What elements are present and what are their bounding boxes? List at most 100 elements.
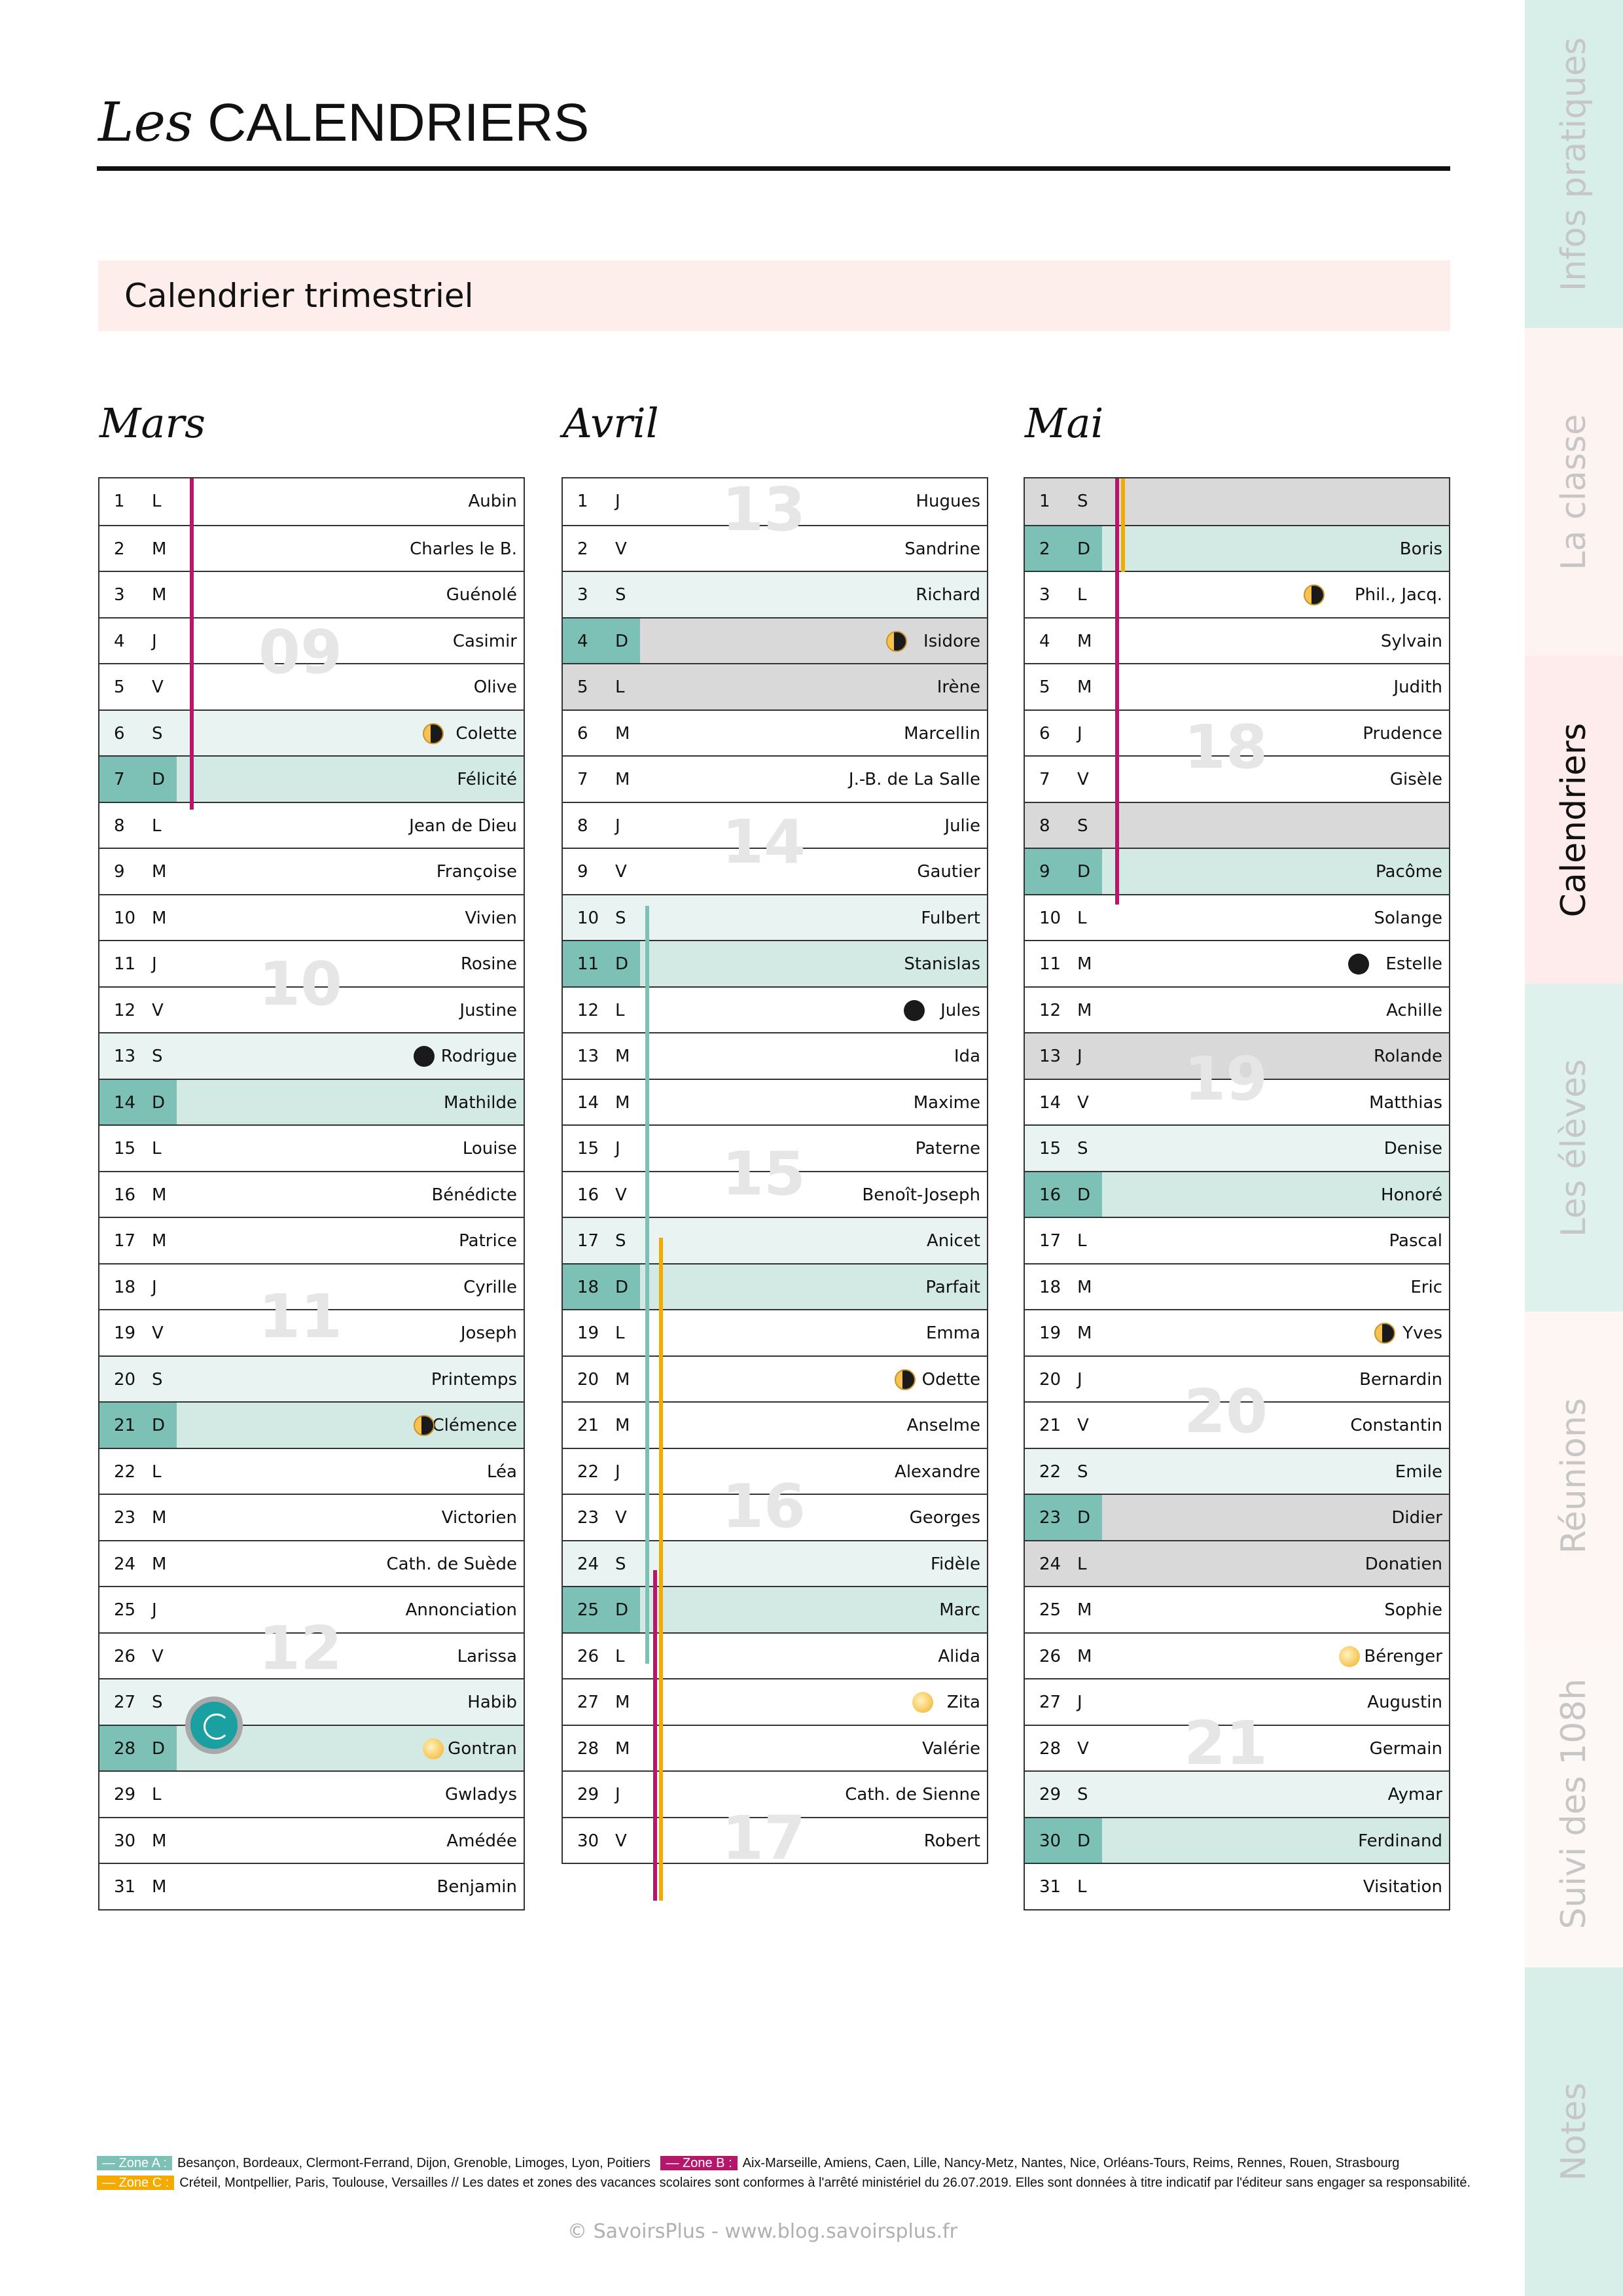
weekday-letter: L — [152, 492, 162, 511]
day-row: 22 S Emile — [1025, 1447, 1449, 1494]
sidebar-tab-label: Infos pratiques — [1554, 37, 1594, 291]
weekday-letter: M — [1077, 631, 1092, 651]
saint-name: Jules — [940, 1000, 980, 1020]
day-row: 13 J Rolande — [1025, 1032, 1449, 1079]
sidebar-tab-notes[interactable]: Notes — [1525, 1967, 1623, 2296]
day-row: 6 J Prudence — [1025, 709, 1449, 755]
day-number-cell — [1025, 1449, 1102, 1494]
saint-name: Prudence — [1363, 723, 1442, 744]
month-title-avril: Avril — [563, 399, 659, 447]
clock-change-icon — [185, 1696, 243, 1754]
day-number-cell — [563, 988, 640, 1033]
week-number: 21 — [1184, 1708, 1268, 1778]
saint-name: Emma — [925, 1323, 980, 1343]
sidebar-tab-suivi-des-108h[interactable]: Suivi des 108h — [1525, 1640, 1623, 1967]
day-number-cell — [1025, 1080, 1102, 1125]
day-row: 28 D Gontran — [99, 1724, 524, 1770]
sidebar-tab-la-classe[interactable]: La classe — [1525, 328, 1623, 656]
weekday-letter: M — [615, 723, 630, 744]
saint-name: Aubin — [468, 492, 517, 511]
weekday-letter: D — [152, 1416, 166, 1435]
day-number: 11 — [1039, 954, 1061, 974]
day-row: 15 S Denise — [1025, 1124, 1449, 1171]
day-number: 19 — [114, 1323, 136, 1343]
weekday-letter: V — [615, 539, 627, 559]
weekday-letter: V — [152, 1323, 164, 1343]
weekday-letter: L — [615, 677, 625, 697]
new-moon-icon — [1347, 954, 1369, 975]
saint-name: Benoît-Joseph — [862, 1185, 980, 1205]
day-number: 19 — [1039, 1323, 1061, 1343]
sidebar-tab-infos-pratiques[interactable]: Infos pratiques — [1525, 0, 1623, 328]
day-number-cell — [99, 1079, 177, 1124]
weekday-letter: V — [152, 677, 164, 697]
day-number: 27 — [577, 1693, 599, 1712]
day-number: 27 — [114, 1693, 136, 1712]
weekday-letter: M — [615, 1416, 630, 1435]
day-row: 11 J Rosine — [99, 940, 524, 986]
saint-name: Stanislas — [904, 954, 980, 974]
day-row: 2 V Sandrine — [563, 524, 987, 571]
sidebar-tab-calendriers[interactable]: Calendriers — [1525, 656, 1623, 984]
day-row: 1 L Aubin — [99, 478, 524, 525]
day-number-cell — [99, 478, 177, 525]
weekday-letter: M — [152, 908, 167, 928]
weekday-letter: J — [615, 1785, 620, 1804]
day-row: 8 J Julie — [563, 801, 987, 848]
day-number: 1 — [114, 492, 125, 511]
month-table: 1 L Aubin 2 M Charles le B. 3 M Guénolé 4 J Casimir… — [98, 477, 525, 1910]
day-number: 22 — [1039, 1462, 1061, 1482]
day-number-cell — [563, 1126, 640, 1171]
week-number: 19 — [1184, 1044, 1268, 1114]
day-row: 29 L Gwladys — [99, 1770, 524, 1817]
day-number-cell — [99, 941, 177, 986]
weekday-letter: M — [1077, 954, 1092, 974]
day-row: 12 V Justine — [99, 986, 524, 1032]
weekday-letter: M — [615, 1369, 630, 1390]
day-row: 23 V Georges — [563, 1494, 987, 1540]
saint-name: Victorien — [441, 1508, 517, 1528]
saint-name: Printemps — [431, 1369, 517, 1390]
first-moon-icon — [414, 1415, 435, 1436]
day-number: 8 — [1039, 816, 1050, 836]
day-number-cell — [99, 1126, 177, 1171]
day-number: 2 — [1039, 539, 1050, 559]
day-number-cell — [563, 1264, 640, 1309]
zone-legend: — Zone A : Besançon, Bordeaux, Clermont-F… — [97, 2153, 1471, 2193]
day-number-cell — [1025, 1218, 1102, 1263]
day-row: 15 L Louise — [99, 1124, 524, 1171]
saint-name: Guénolé — [446, 585, 517, 605]
weekday-letter: V — [615, 862, 627, 882]
last-moon-icon — [422, 723, 444, 744]
day-row: 15 J Paterne — [563, 1124, 987, 1171]
weekday-letter: D — [152, 770, 166, 789]
week-number: 10 — [259, 949, 343, 1019]
day-row: 16 V Benoît-Joseph — [563, 1170, 987, 1217]
day-row: 27 M Zita — [563, 1678, 987, 1725]
saint-name: Olive — [473, 677, 517, 697]
day-number: 28 — [577, 1738, 599, 1759]
day-number: 16 — [1039, 1185, 1061, 1205]
day-number: 29 — [577, 1785, 599, 1804]
day-number-cell — [563, 1449, 640, 1494]
weekday-letter: S — [152, 1369, 163, 1390]
sidebar-tab-les-l-ves[interactable]: Les élèves — [1525, 984, 1623, 1312]
day-row: 22 L Léa — [99, 1447, 524, 1494]
day-number: 31 — [1039, 1877, 1061, 1897]
day-number-cell — [1025, 572, 1102, 617]
saint-name: Hugues — [916, 492, 980, 511]
new-moon-icon — [903, 999, 925, 1021]
day-row: 12 M Achille — [1025, 986, 1449, 1032]
vacation-line-zone-c — [1121, 478, 1125, 572]
weekday-letter: J — [1077, 1047, 1082, 1066]
new-moon-icon — [414, 1046, 435, 1067]
weekday-letter: J — [615, 816, 620, 836]
sidebar-tab-label: Réunions — [1554, 1397, 1594, 1554]
sidebar-tab-r-unions[interactable]: Réunions — [1525, 1312, 1623, 1640]
saint-name: Patrice — [459, 1231, 517, 1251]
saint-name: Valérie — [922, 1738, 980, 1759]
day-number: 15 — [577, 1139, 599, 1158]
day-number: 27 — [1039, 1693, 1061, 1712]
day-row: 22 J Alexandre — [563, 1447, 987, 1494]
